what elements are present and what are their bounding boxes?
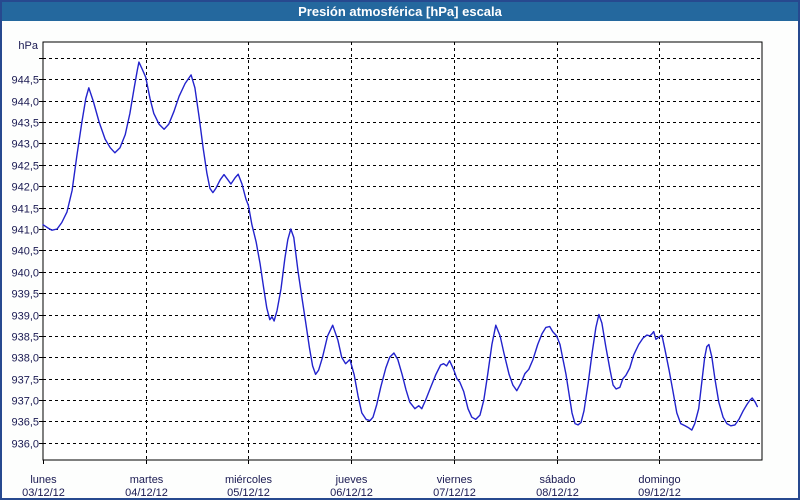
x-axis-date-label: 03/12/12 xyxy=(22,487,65,499)
y-axis-tick-label: 940,5 xyxy=(11,246,39,258)
x-axis-day-label: sábado xyxy=(539,474,575,486)
y-axis-tick-label: 937,5 xyxy=(11,375,39,387)
y-axis-tick-label: 942,5 xyxy=(11,161,39,173)
chart-title: Presión atmosférica [hPa] escala xyxy=(298,4,502,19)
y-axis-tick-label: 943,0 xyxy=(11,139,39,151)
x-axis-day-label: miércoles xyxy=(225,474,273,486)
y-axis-tick-label: 944,0 xyxy=(11,97,39,109)
y-axis-tick-label: 936,0 xyxy=(11,439,39,451)
x-axis-day-label: martes xyxy=(130,474,164,486)
pressure-line xyxy=(42,61,758,431)
y-axis-tick-label: 942,0 xyxy=(11,182,39,194)
x-axis-date-label: 07/12/12 xyxy=(433,487,476,499)
y-axis-tick-label: 943,5 xyxy=(11,118,39,130)
y-axis-tick-label: 939,5 xyxy=(11,289,39,301)
x-axis-date-label: 06/12/12 xyxy=(330,487,373,499)
y-axis-tick-label: 941,5 xyxy=(11,204,39,216)
x-axis-date-label: 09/12/12 xyxy=(638,487,681,499)
y-axis-tick-label: 938,0 xyxy=(11,353,39,365)
y-axis-tick-label: 939,0 xyxy=(11,311,39,323)
plot-border xyxy=(42,41,763,461)
y-axis-tick-label: 937,0 xyxy=(11,396,39,408)
y-axis-tick-label: 940,0 xyxy=(11,268,39,280)
chart-title-bar: Presión atmosférica [hPa] escala xyxy=(2,2,798,21)
x-axis-day-label: lunes xyxy=(30,474,57,486)
y-axis-unit-label: hPa xyxy=(18,40,38,52)
y-axis-tick-label: 941,0 xyxy=(11,225,39,237)
plot-area xyxy=(43,42,762,460)
x-axis-day-label: domingo xyxy=(638,474,680,486)
x-axis-date-label: 04/12/12 xyxy=(125,487,168,499)
y-axis-tick-label: 944,5 xyxy=(11,75,39,87)
y-axis-tick-label: 938,5 xyxy=(11,332,39,344)
y-axis-tick-label: 936,5 xyxy=(11,417,39,429)
x-axis-date-label: 05/12/12 xyxy=(227,487,270,499)
x-axis-day-label: jueves xyxy=(335,474,368,486)
x-axis-day-label: viernes xyxy=(437,474,473,486)
x-axis-date-label: 08/12/12 xyxy=(536,487,579,499)
